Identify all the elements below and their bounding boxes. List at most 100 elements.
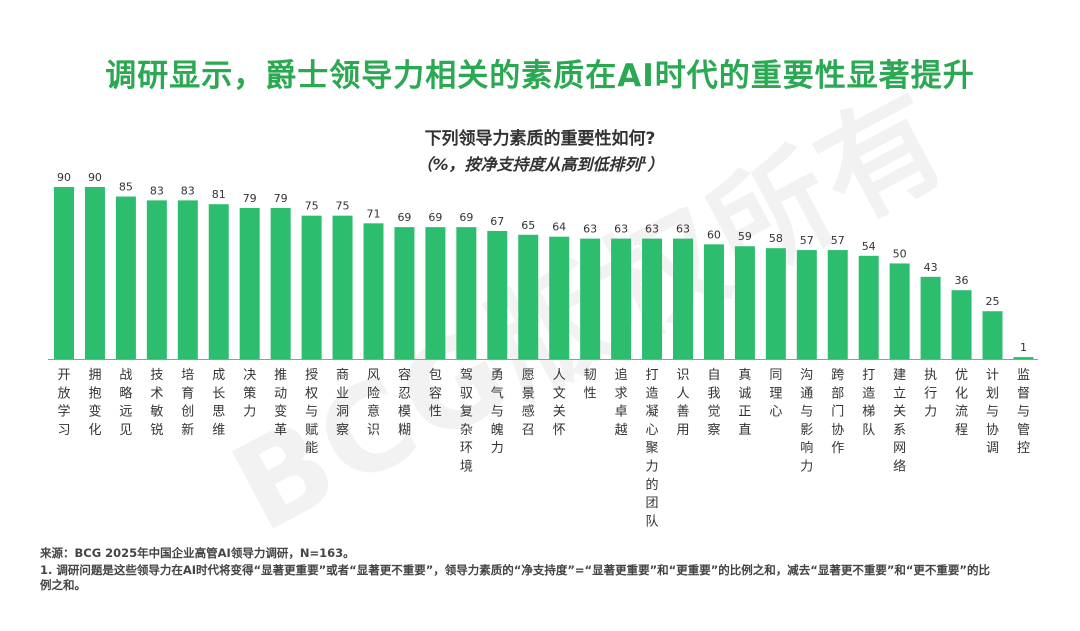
bar xyxy=(765,248,786,359)
category-label: 成长思维 xyxy=(212,368,225,438)
chart-title: 下列领导力素质的重要性如何? xyxy=(424,129,656,149)
bar xyxy=(54,187,74,359)
bar xyxy=(734,246,755,359)
bar xyxy=(703,244,724,359)
data-label: 57 xyxy=(831,234,845,247)
bar xyxy=(146,200,167,359)
data-label: 79 xyxy=(243,192,257,205)
category-label: 愿景感召 xyxy=(522,368,535,438)
category-label: 同理心 xyxy=(769,368,782,420)
chart-subtitle-footnote-mark: 1 xyxy=(640,155,648,167)
category-label: 技术敏锐 xyxy=(150,368,163,438)
bar-chart: 90 开放学习 90 拥抱变化 85 战略远见 83 技术敏锐 83 培育创新 81 成长思维 79 决策… xyxy=(48,171,1038,529)
chart-subtitle-text: （%，按净支持度从高到低排列 xyxy=(416,155,641,174)
category-label: 授权与赋能 xyxy=(305,368,318,456)
category-label: 真诚正直 xyxy=(738,368,751,438)
bar xyxy=(827,250,848,359)
data-label: 65 xyxy=(521,219,535,232)
category-label: 开放学习 xyxy=(57,368,70,438)
data-label: 63 xyxy=(645,223,659,236)
data-label: 54 xyxy=(862,240,876,253)
bar xyxy=(673,238,693,359)
data-label: 69 xyxy=(397,211,411,224)
data-label: 63 xyxy=(614,223,628,236)
chart-subtitle-close: ） xyxy=(647,155,664,174)
bar xyxy=(982,311,1003,359)
category-label: 打造凝心聚力的团队 xyxy=(646,368,659,529)
category-label: 商业洞察 xyxy=(336,368,349,438)
bar xyxy=(239,208,260,359)
category-label: 识人善用 xyxy=(676,368,689,438)
data-label: 81 xyxy=(212,188,226,201)
data-label: 83 xyxy=(181,184,195,197)
data-label: 85 xyxy=(119,181,133,194)
category-label: 推动变革 xyxy=(274,368,287,438)
category-label: 追求卓越 xyxy=(615,367,628,438)
source-note: 来源：BCG 2025年中国企业高管AI领导力调研，N=163。 xyxy=(40,546,355,560)
bar xyxy=(363,223,384,359)
category-label: 打造梯队 xyxy=(862,368,875,438)
category-label: 韧性 xyxy=(584,368,597,401)
data-label: 83 xyxy=(150,184,164,197)
data-label: 58 xyxy=(769,232,783,245)
category-label: 包容性 xyxy=(429,368,442,420)
data-label: 36 xyxy=(955,274,969,287)
data-label: 75 xyxy=(336,200,350,213)
bar xyxy=(177,200,198,359)
data-label: 69 xyxy=(428,211,442,224)
data-label: 60 xyxy=(707,228,721,241)
category-label: 执行力 xyxy=(924,368,937,420)
data-label: 79 xyxy=(274,192,288,205)
data-label: 57 xyxy=(800,234,814,247)
category-label: 决策力 xyxy=(243,368,256,420)
category-label: 沟通与影响力 xyxy=(800,368,813,475)
data-label: 25 xyxy=(986,295,1000,308)
category-label: 勇气与魄力 xyxy=(491,368,504,456)
data-label: 63 xyxy=(676,223,690,236)
bar xyxy=(425,227,446,359)
bar xyxy=(332,215,353,359)
data-label: 90 xyxy=(88,171,102,184)
bar xyxy=(642,238,663,359)
bar xyxy=(394,227,415,359)
category-label: 战略远见 xyxy=(119,368,132,438)
category-label: 自我觉察 xyxy=(707,368,720,438)
category-label: 跨部门协作 xyxy=(831,368,844,456)
category-label: 人文关怀 xyxy=(553,368,566,438)
bar xyxy=(208,204,229,359)
data-label: 67 xyxy=(490,215,504,228)
bar xyxy=(920,276,941,359)
bar xyxy=(518,234,539,359)
category-label: 计划与协调 xyxy=(986,368,999,456)
data-label: 1 xyxy=(1020,341,1027,354)
category-label: 容忍模糊 xyxy=(398,367,411,438)
bar xyxy=(796,250,817,359)
category-label: 风险意识 xyxy=(367,368,380,438)
page-title: 调研显示，爵士领导力相关的素质在AI时代的重要性显著提升 xyxy=(105,58,975,94)
bar xyxy=(84,187,105,359)
bar xyxy=(115,196,136,359)
category-label: 建立关系网络 xyxy=(893,368,906,475)
bar xyxy=(611,238,632,359)
bar xyxy=(270,208,291,359)
bar xyxy=(456,227,477,359)
bar xyxy=(1013,357,1034,359)
data-label: 90 xyxy=(57,171,71,184)
category-label: 培育创新 xyxy=(181,367,194,438)
data-label: 69 xyxy=(459,211,473,224)
bar xyxy=(301,215,322,359)
category-label: 驾驭复杂环境 xyxy=(460,368,473,475)
data-label: 75 xyxy=(305,200,319,213)
footnote: 1. 调研问题是这些领导力在AI时代将变得“显著更重要”或者“显著更不重要”，领… xyxy=(40,563,990,592)
bar xyxy=(580,238,601,359)
bar xyxy=(951,290,972,359)
bar xyxy=(858,255,879,359)
bar xyxy=(487,230,508,359)
data-label: 64 xyxy=(552,221,566,234)
data-label: 63 xyxy=(583,223,597,236)
data-label: 43 xyxy=(924,261,938,274)
chart-subtitle: （%，按净支持度从高到低排列1） xyxy=(0,151,1080,175)
bar xyxy=(549,236,570,359)
category-label: 优化流程 xyxy=(955,368,968,438)
data-label: 71 xyxy=(367,207,381,220)
